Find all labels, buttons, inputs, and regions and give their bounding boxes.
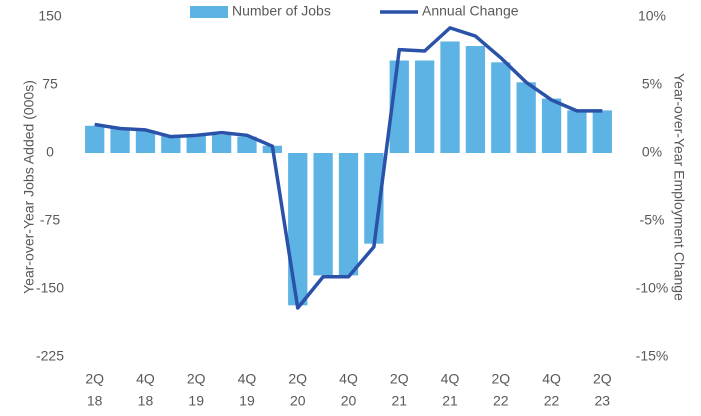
y-tick-label: 150 bbox=[38, 8, 62, 24]
y-tick-label: 0 bbox=[46, 144, 54, 160]
bar bbox=[237, 136, 257, 153]
y2-tick-label: -5% bbox=[640, 212, 665, 228]
bar bbox=[186, 134, 206, 153]
y-tick-label: 75 bbox=[42, 76, 58, 92]
bar bbox=[288, 153, 308, 306]
y2-tick-label: 0% bbox=[642, 144, 662, 160]
x-tick-label: 2Q bbox=[187, 371, 206, 387]
bar bbox=[313, 153, 333, 276]
x-tick-label: 2Q bbox=[85, 371, 104, 387]
x-tick-label: 20 bbox=[341, 393, 357, 409]
bar bbox=[338, 153, 359, 276]
bar bbox=[465, 46, 486, 153]
bar bbox=[110, 128, 130, 153]
bar bbox=[85, 125, 105, 153]
x-tick-label: 18 bbox=[87, 393, 103, 409]
x-tick-label: 21 bbox=[442, 393, 458, 409]
y-tick-label: -225 bbox=[36, 348, 64, 364]
x-tick-label: 2Q bbox=[390, 371, 409, 387]
x-tick-label: 18 bbox=[138, 393, 154, 409]
y2-tick-label: 5% bbox=[642, 76, 662, 92]
bar bbox=[491, 62, 511, 154]
x-tick-label: 21 bbox=[391, 393, 407, 409]
legend-swatch bbox=[190, 6, 228, 18]
y-tick-label: -75 bbox=[40, 212, 60, 228]
bar bbox=[516, 82, 536, 153]
y-axis-label: Year-over-Year Jobs Added (000s) bbox=[21, 80, 37, 294]
line bbox=[94, 26, 603, 310]
x-tick-label: 19 bbox=[239, 393, 255, 409]
y2-axis-label: Year-over-Year Employment Change bbox=[671, 73, 687, 301]
x-tick-label: 22 bbox=[493, 393, 509, 409]
bar bbox=[135, 130, 156, 153]
legend-label: Number of Jobs bbox=[232, 3, 331, 19]
legend-label: Annual Change bbox=[422, 3, 519, 19]
x-tick-label: 2Q bbox=[288, 371, 307, 387]
x-tick-label: 4Q bbox=[441, 371, 460, 387]
x-tick-label: 4Q bbox=[542, 371, 561, 387]
x-tick-label: 19 bbox=[188, 393, 204, 409]
x-tick-label: 4Q bbox=[238, 371, 257, 387]
x-tick-label: 20 bbox=[290, 393, 306, 409]
bar bbox=[211, 134, 232, 153]
bar bbox=[161, 134, 181, 153]
y2-tick-label: -15% bbox=[636, 348, 669, 364]
x-tick-label: 4Q bbox=[339, 371, 358, 387]
y2-tick-label: 10% bbox=[638, 8, 666, 24]
bar bbox=[440, 41, 460, 154]
bar bbox=[541, 98, 562, 153]
x-tick-label: 2Q bbox=[593, 371, 612, 387]
y2-tick-label: -10% bbox=[636, 280, 669, 296]
bar bbox=[567, 110, 587, 153]
bar bbox=[414, 60, 435, 153]
x-tick-label: 23 bbox=[595, 393, 611, 409]
x-tick-label: 2Q bbox=[491, 371, 510, 387]
x-tick-label: 4Q bbox=[136, 371, 155, 387]
y-tick-label: -150 bbox=[36, 280, 64, 296]
bar bbox=[592, 110, 612, 153]
x-tick-label: 22 bbox=[544, 393, 560, 409]
